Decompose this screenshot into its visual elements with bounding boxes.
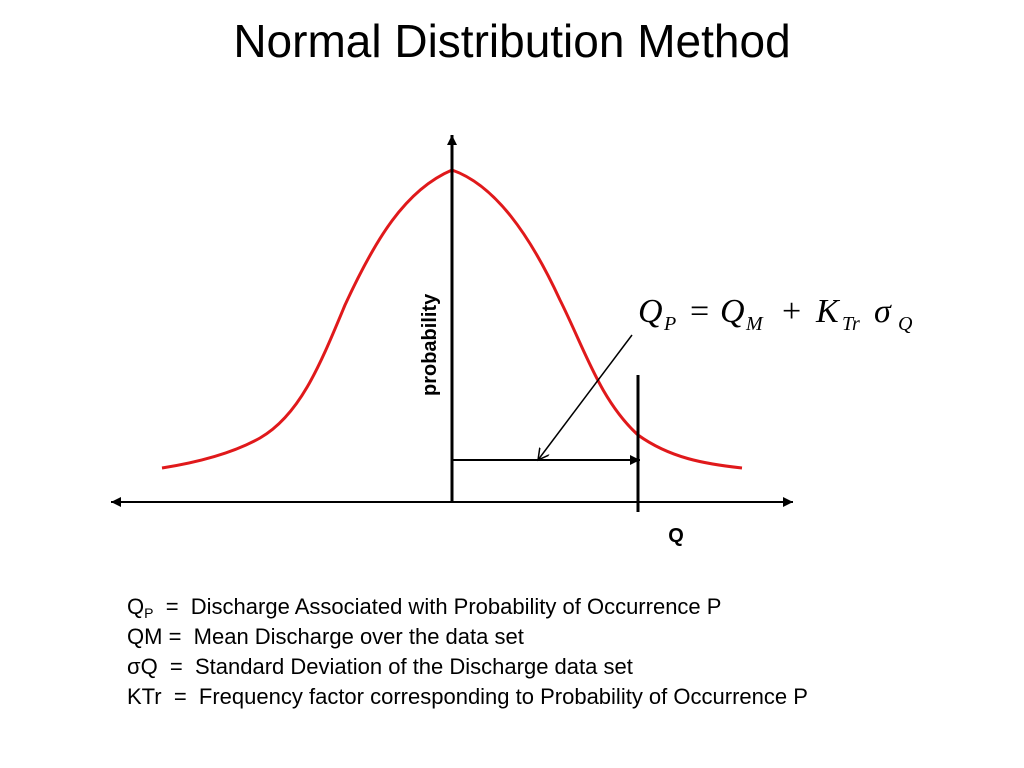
legend-separator: = [153, 594, 191, 619]
eq-mean: Q [720, 293, 745, 330]
legend-definition: Standard Deviation of the Discharge data… [195, 654, 633, 679]
legend-row-qp: QP = Discharge Associated with Probabili… [127, 592, 808, 622]
y-axis-label: probability [419, 293, 441, 396]
legend-term: Q [127, 594, 145, 619]
legend-term: QM [127, 624, 163, 649]
equation: Q P = Q M + K Tr σ Q [638, 293, 913, 335]
eq-mean-sub: M [745, 313, 764, 335]
legend-term-sub: P [144, 605, 154, 621]
legend-row-ktr: KTr = Frequency factor corresponding to … [127, 682, 808, 712]
eq-k-sub: Tr [842, 313, 860, 335]
eq-plus: + [782, 293, 801, 330]
legend-term: σQ [127, 654, 158, 679]
legend-row-qm: QM = Mean Discharge over the data set [127, 622, 808, 652]
eq-sigma-sub: Q [898, 313, 913, 335]
eq-equals: = [690, 293, 709, 330]
legend-row-sigma: σQ = Standard Deviation of the Discharge… [127, 652, 808, 682]
eq-lhs: Q [638, 293, 663, 330]
legend-separator: = [162, 624, 194, 649]
eq-sigma: σ [874, 293, 892, 330]
legend-separator: = [157, 654, 195, 679]
slide-title: Normal Distribution Method [233, 15, 791, 67]
legend-separator: = [161, 684, 199, 709]
eq-lhs-sub: P [663, 313, 676, 335]
legend-definition: Discharge Associated with Probability of… [190, 594, 722, 619]
definitions-legend: QP = Discharge Associated with Probabili… [127, 592, 808, 712]
q-marker-label: Q [668, 525, 684, 547]
legend-definition: Frequency factor corresponding to Probab… [198, 684, 808, 709]
legend-term: KTr [127, 684, 162, 709]
eq-k: K [815, 293, 841, 330]
equation-pointer-arrow [538, 334, 633, 460]
legend-definition: Mean Discharge over the data set [193, 624, 524, 649]
